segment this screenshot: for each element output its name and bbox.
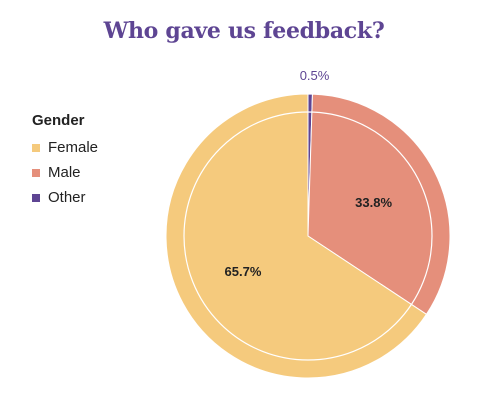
legend-label-other: Other — [48, 189, 86, 206]
legend-title: Gender — [32, 112, 85, 129]
legend: Gender Female Male Other — [32, 112, 98, 210]
pie-labels: 0.5% 33.8% 65.7% — [225, 68, 393, 279]
inner-ring — [183, 111, 433, 361]
legend-item-female[interactable]: Female — [32, 135, 98, 160]
slice-label-male: 33.8% — [355, 195, 392, 210]
slice-label-other: 0.5% — [300, 68, 330, 83]
legend-swatch-female — [32, 143, 40, 152]
legend-label-male: Male — [48, 164, 81, 181]
legend-label-female: Female — [48, 139, 99, 156]
legend-item-other[interactable]: Other — [32, 185, 98, 210]
pie-slice-female[interactable] — [165, 93, 428, 379]
legend-swatch-male — [32, 168, 40, 177]
legend-item-male[interactable]: Male — [32, 160, 98, 185]
legend-swatch-other — [32, 193, 40, 202]
pie-slices — [165, 93, 451, 379]
chart-title: Who gave us feedback? — [103, 18, 385, 44]
slice-label-female: 65.7% — [225, 264, 262, 279]
